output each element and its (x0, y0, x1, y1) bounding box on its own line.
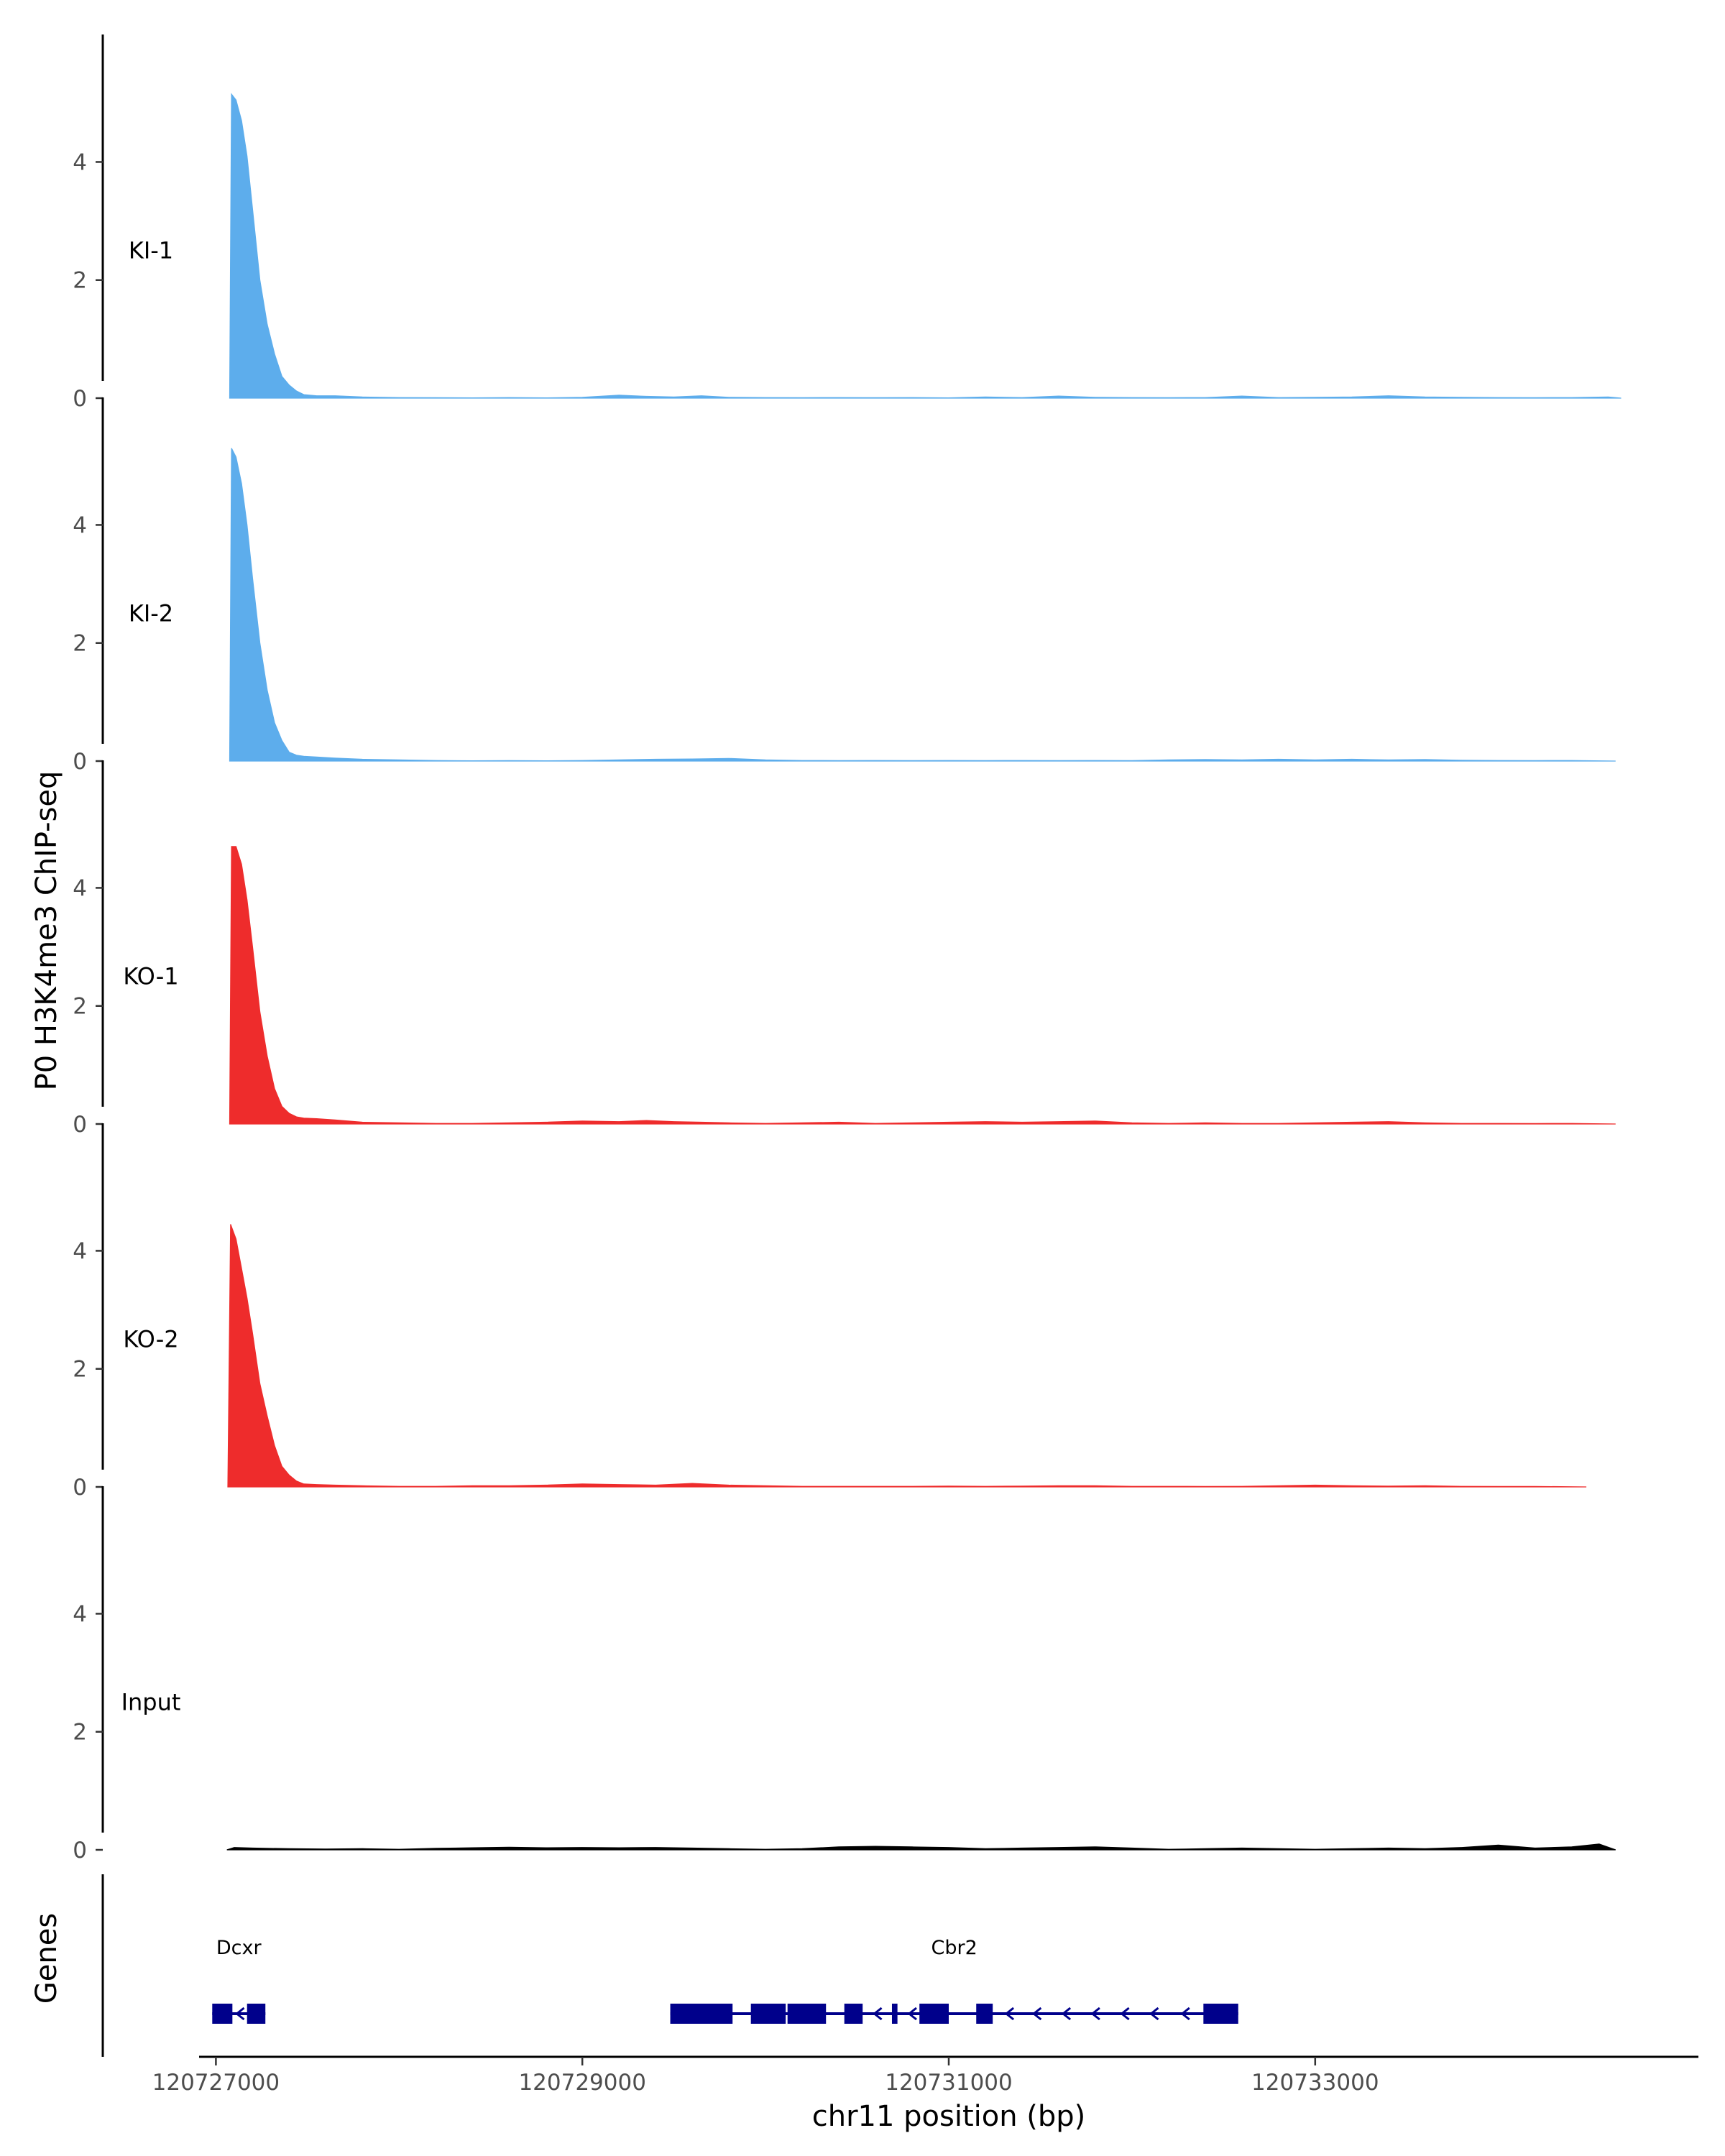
y-tick-label: 4 (73, 512, 87, 538)
track-ki-1: 0 2 4 KI-1 (73, 34, 1622, 412)
strand-arrow (1120, 2007, 1130, 2021)
y-tick-label: 2 (73, 1357, 87, 1383)
gene-cbr2: Cbr2 (670, 1937, 1238, 2024)
gene-exon (1203, 2004, 1238, 2024)
strand-arrow (907, 2007, 917, 2021)
gene-exon (919, 2004, 949, 2024)
x-axis-label: chr11 position (bp) (812, 2100, 1086, 2133)
y-tick-label: 0 (73, 1838, 87, 1864)
strand-arrow (1149, 2007, 1159, 2021)
gene-exon (212, 2004, 233, 2024)
gene-panel: Dcxr Cbr2 (101, 1874, 1238, 2057)
gene-exon (891, 2004, 898, 2024)
y-tick-label: 4 (73, 1601, 87, 1627)
strand-arrow (1090, 2007, 1100, 2021)
strand-arrow (1004, 2007, 1015, 2021)
y-tick-label: 2 (73, 1720, 87, 1746)
coverage-area-ko-2 (227, 1224, 1587, 1488)
track-label: KO-1 (123, 963, 178, 990)
x-tick-label: 120731000 (885, 2070, 1013, 2096)
strand-arrow (873, 2007, 883, 2021)
track-ko-2: 0 2 4 KO-2 (73, 1123, 1587, 1501)
track-label: KI-2 (129, 600, 173, 627)
x-axis: 120727000 120729000 120731000 120733000 (152, 2055, 1698, 2096)
coverage-area-ki-1 (229, 93, 1622, 399)
track-label: KO-2 (123, 1326, 178, 1353)
gene-exon (247, 2004, 266, 2024)
y-tick-label: 4 (73, 875, 87, 901)
y-tick-label: 2 (73, 268, 87, 294)
coverage-area-ki-2 (229, 448, 1616, 762)
y-tick-label: 4 (73, 1238, 87, 1264)
strand-arrow (1061, 2007, 1072, 2021)
gene-name-label: Dcxr (216, 1937, 262, 1959)
gene-name-label: Cbr2 (932, 1937, 978, 1959)
y-tick-label: 4 (73, 149, 87, 175)
strand-arrow (1180, 2007, 1190, 2021)
gene-exon (787, 2004, 827, 2024)
x-tick-label: 120729000 (518, 2070, 646, 2096)
coverage-tracks: 0 2 4 KI-1 0 2 4 KI-2 0 2 4 KO-1 0 2 4 KO-2 0 2 4 Input (73, 34, 1622, 1864)
track-label: Input (121, 1689, 181, 1716)
coverage-area-ko-1 (229, 846, 1616, 1125)
y-tick-label: 0 (73, 1112, 87, 1138)
coverage-area-input (226, 1843, 1616, 1851)
y-tick-label: 0 (73, 749, 87, 775)
y-tick-label: 2 (73, 631, 87, 657)
y-tick-label: 2 (73, 994, 87, 1020)
gene-exon (750, 2004, 786, 2024)
y-tick-label: 0 (73, 1475, 87, 1501)
y-axis-label: P0 H3K4me3 ChIP-seq (30, 771, 63, 1091)
strand-arrow (1031, 2007, 1042, 2021)
gene-dcxr: Dcxr (212, 1937, 266, 2024)
track-ko-1: 0 2 4 KO-1 (73, 760, 1616, 1138)
genes-axis-label: Genes (30, 1913, 63, 2004)
track-input: 0 2 4 Input (73, 1486, 1616, 1864)
x-tick-label: 120733000 (1251, 2070, 1379, 2096)
y-tick-label: 0 (73, 386, 87, 412)
x-tick-label: 120727000 (152, 2070, 280, 2096)
strand-arrow (235, 2007, 245, 2021)
gene-exon (670, 2004, 733, 2024)
track-ki-2: 0 2 4 KI-2 (73, 397, 1616, 775)
gene-exon (976, 2004, 993, 2024)
gene-exon (844, 2004, 863, 2024)
track-label: KI-1 (129, 237, 173, 264)
